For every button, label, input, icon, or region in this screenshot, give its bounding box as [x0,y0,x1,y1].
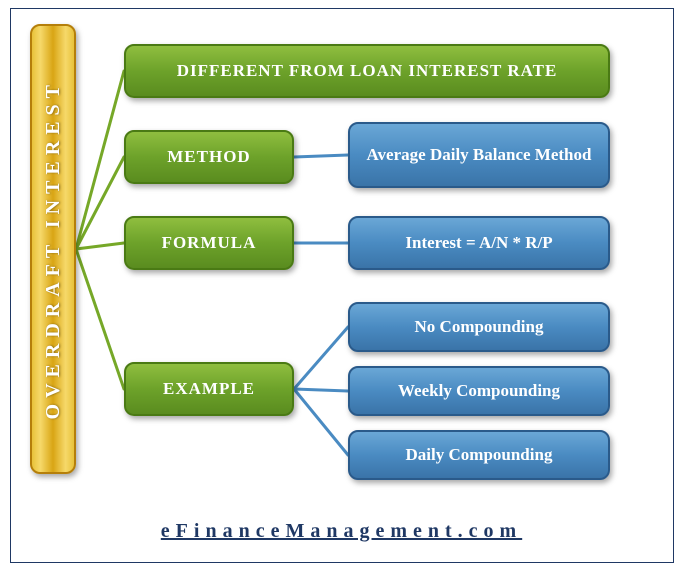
node-method: METHOD [124,130,294,184]
node-nocomp: No Compounding [348,302,610,352]
node-label: METHOD [167,147,250,167]
node-interest: Interest = A/N * R/P [348,216,610,270]
node-label: Average Daily Balance Method [367,145,592,165]
node-weekly: Weekly Compounding [348,366,610,416]
node-label: Interest = A/N * R/P [405,233,552,253]
node-example: EXAMPLE [124,362,294,416]
node-label: FORMULA [162,233,257,253]
node-label: EXAMPLE [163,379,255,399]
node-daily: Daily Compounding [348,430,610,480]
node-formula: FORMULA [124,216,294,270]
node-label: Daily Compounding [406,445,553,465]
node-different: DIFFERENT FROM LOAN INTEREST RATE [124,44,610,98]
root-label: OVERDRAFT INTEREST [42,69,65,429]
footer-link[interactable]: eFinanceManagement.com [0,520,683,543]
node-avg: Average Daily Balance Method [348,122,610,188]
node-label: No Compounding [415,317,544,337]
node-label: Weekly Compounding [398,381,560,401]
node-label: DIFFERENT FROM LOAN INTEREST RATE [177,61,558,81]
root-node: OVERDRAFT INTEREST [30,24,76,474]
